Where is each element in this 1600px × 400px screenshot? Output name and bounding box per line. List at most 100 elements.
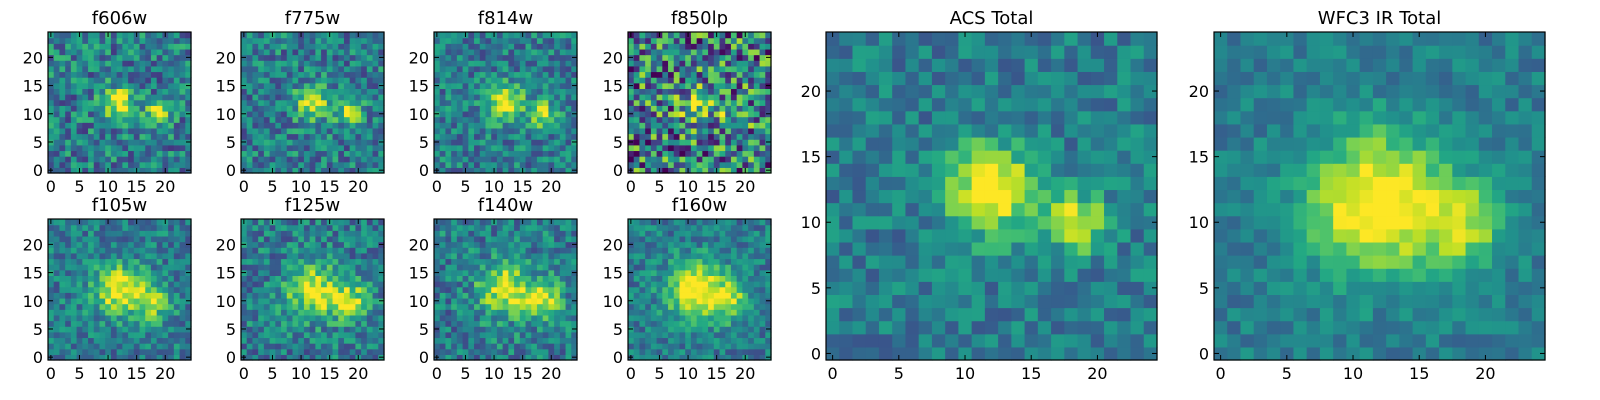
heatmap-cell [275,281,282,288]
heatmap-cell [639,167,646,174]
heatmap-cell [128,354,135,361]
heatmap-cell [378,105,385,112]
heatmap-cell [559,77,567,84]
heatmap-cell [462,303,469,310]
heatmap-cell [275,139,282,146]
heatmap-cell [269,235,276,243]
heatmap-cell [662,54,669,61]
heatmap-cell [65,286,72,293]
heatmap-cell [628,144,635,152]
heatmap-cell [673,331,681,339]
heatmap-cell [525,127,532,135]
heatmap-cell [536,258,544,265]
heatmap-cell [565,105,572,112]
heatmap-cell [633,133,641,140]
heatmap-cell [531,60,538,67]
heatmap-cell [139,105,146,112]
heatmap-cell [645,292,652,299]
heatmap-cell [338,77,345,84]
heatmap-cell [53,348,61,355]
heatmap-cell [128,82,135,89]
heatmap-cell [378,247,385,254]
heatmap-cell [748,133,755,140]
heatmap-cell [70,37,78,44]
heatmap-cell [662,292,669,299]
heatmap-cell [269,94,276,101]
heatmap-cell [116,167,123,174]
heatmap-cell [456,77,464,84]
heatmap-cell [679,65,686,73]
heatmap-cell [456,219,464,226]
heatmap-cell [162,264,169,271]
heatmap-cell [485,337,492,344]
heatmap-cell [281,258,288,265]
heatmap-cell [315,32,322,39]
heatmap-cell [355,161,362,168]
heatmap-cell [645,43,652,50]
heatmap-cell [298,43,305,50]
heatmap-cell [445,116,452,123]
heatmap-cell [456,343,464,350]
heatmap-cell [303,150,311,157]
heatmap-cell [456,309,464,316]
heatmap-cell [673,150,681,157]
heatmap-cell [321,65,328,73]
heatmap-cell [315,37,322,44]
heatmap-cell [343,314,351,322]
heatmap-cell [65,331,72,339]
heatmap-cell [145,348,152,355]
heatmap-cell [139,60,146,67]
heatmap-cell [133,343,141,350]
heatmap-cell [298,292,305,299]
heatmap-cell [292,337,299,344]
heatmap-cell [133,65,141,73]
heatmap-cell [571,71,578,78]
heatmap-cell [303,156,311,163]
heatmap-cell [559,122,567,129]
heatmap-cell [730,292,738,299]
heatmap-cell [519,139,527,146]
heatmap-cell [668,32,675,39]
heatmap-cell [736,139,743,146]
heatmap-cell [145,99,152,106]
heatmap-cell [48,314,55,322]
heatmap-cell [536,37,544,44]
heatmap-cell [59,230,66,237]
y-tick-label: 10 [603,105,623,124]
heatmap-cell [372,122,379,129]
heatmap-cell [258,354,265,361]
heatmap-cell [531,37,538,44]
heatmap-cell [485,88,492,95]
heatmap-cell [343,326,351,333]
heatmap-cell [748,161,755,168]
heatmap-cell [88,281,95,288]
heatmap-cell [179,348,186,355]
heatmap-cell [93,65,101,73]
heatmap-cell [361,54,368,61]
y-tick-label: 5 [33,320,43,339]
heatmap-cell [185,281,192,288]
heatmap-cell [258,116,265,123]
heatmap-cell [514,219,521,226]
heatmap-cell [246,116,254,123]
heatmap-cell [53,354,61,361]
heatmap-cell [168,71,175,78]
heatmap-cell [525,167,532,174]
heatmap-cell [150,71,158,78]
heatmap-cell [241,99,248,106]
heatmap-cell [445,110,452,118]
heatmap-cell [491,281,498,288]
heatmap-cell [246,326,254,333]
heatmap-cell [366,156,374,163]
heatmap-cell [105,37,112,44]
heatmap-cell [439,320,447,327]
heatmap-cell [309,139,316,146]
heatmap-cell [673,37,681,44]
heatmap-cell [514,54,521,61]
heatmap-cell [702,110,709,118]
heatmap-cell [719,133,726,140]
heatmap-cell [525,230,532,237]
heatmap-cell [355,156,362,163]
y-tick-label: 20 [409,235,429,254]
heatmap-cell [128,37,135,44]
